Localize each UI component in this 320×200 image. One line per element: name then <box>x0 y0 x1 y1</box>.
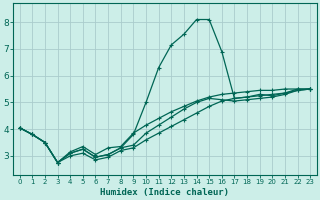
X-axis label: Humidex (Indice chaleur): Humidex (Indice chaleur) <box>100 188 229 197</box>
